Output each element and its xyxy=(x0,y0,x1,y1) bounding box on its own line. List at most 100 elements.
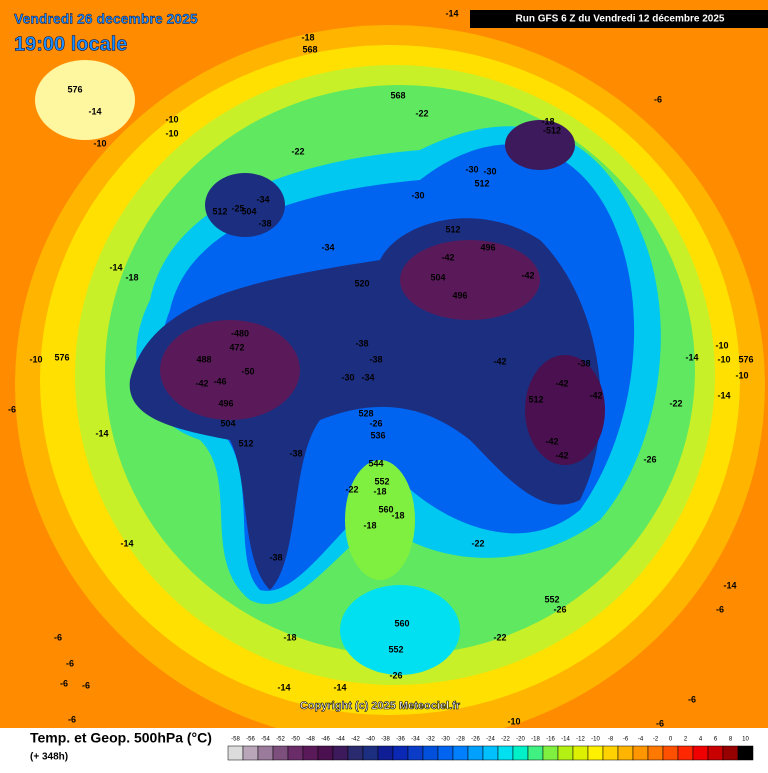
scale-swatch xyxy=(377,745,394,761)
scale-swatch xyxy=(437,745,454,761)
contour-label: -6 xyxy=(82,680,90,690)
scale-tick-label: -32 xyxy=(426,737,435,743)
contour-label: 552 xyxy=(388,644,403,654)
contour-label: 568 xyxy=(302,44,317,54)
scale-tick-label: -22 xyxy=(501,737,510,743)
legend-title: Temp. et Geop. 500hPa (°C) xyxy=(30,730,212,746)
contour-label: -10 xyxy=(717,354,730,364)
scale-tick-label: -26 xyxy=(471,737,480,743)
contour-label: -14 xyxy=(333,682,346,692)
scale-swatch xyxy=(452,745,469,761)
contour-label: -10 xyxy=(29,354,42,364)
scale-tick-label: -56 xyxy=(246,737,255,743)
scale-swatch xyxy=(497,745,514,761)
contour-label: -42 xyxy=(441,252,454,262)
zone xyxy=(340,585,460,675)
contour-label: 552 xyxy=(374,476,389,486)
contour-label: 552 xyxy=(544,594,559,604)
scale-swatch xyxy=(692,745,709,761)
scale-tick-label: -54 xyxy=(261,737,270,743)
scale-swatch xyxy=(662,745,679,761)
contour-label: 528 xyxy=(358,408,373,418)
contour-label: -42 xyxy=(521,270,534,280)
scale-tick-label: 10 xyxy=(742,737,749,743)
date: Vendredi 26 decembre 2025 xyxy=(14,11,198,27)
scale-tick-label: -10 xyxy=(591,737,600,743)
scale-swatch xyxy=(707,745,724,761)
copyright: Copyright (c) 2025 Meteociel.fr xyxy=(300,700,461,712)
scale-swatch xyxy=(407,745,424,761)
contour-label: -38 xyxy=(269,552,282,562)
scale-swatch xyxy=(542,745,559,761)
contour-label: -6 xyxy=(8,404,16,414)
contour-label: -38 xyxy=(369,354,382,364)
scale-swatch xyxy=(317,745,334,761)
scale-swatch xyxy=(737,745,754,761)
contour-label: -10 xyxy=(735,370,748,380)
contour-label: -26 xyxy=(643,454,656,464)
scale-tick-label: -20 xyxy=(516,737,525,743)
contour-label: -22 xyxy=(291,146,304,156)
contour-label: 496 xyxy=(452,290,467,300)
lead-time: (+ 348h) xyxy=(30,752,68,763)
contour-label: -30 xyxy=(341,372,354,382)
zone xyxy=(160,320,300,420)
contour-label: -34 xyxy=(321,242,334,252)
scale-swatch xyxy=(287,745,304,761)
contour-label: -22 xyxy=(493,632,506,642)
contour-label: -6 xyxy=(716,604,724,614)
contour-label: 512 xyxy=(238,438,253,448)
scale-swatch xyxy=(272,745,289,761)
contour-label: -26 xyxy=(389,670,402,680)
scale-tick-label: -24 xyxy=(486,737,495,743)
contour-label: 544 xyxy=(368,458,383,468)
contour-label: -10 xyxy=(93,138,106,148)
contour-label: 576 xyxy=(67,84,82,94)
scale-tick-label: -12 xyxy=(576,737,585,743)
contour-label: -6 xyxy=(654,94,662,104)
contour-label: -42 xyxy=(555,378,568,388)
scale-tick-label: -42 xyxy=(351,737,360,743)
contour-label: -38 xyxy=(355,338,368,348)
scale-swatch xyxy=(722,745,739,761)
contour-label: -14 xyxy=(109,262,122,272)
scale-tick-label: 4 xyxy=(699,737,703,743)
contour-label: -512 xyxy=(543,125,561,135)
scale-tick-label: -52 xyxy=(276,737,285,743)
contour-label: -18 xyxy=(363,520,376,530)
run-banner xyxy=(470,10,768,28)
scale-tick-label: -18 xyxy=(531,737,540,743)
contour-label: -34 xyxy=(256,194,269,204)
contour-label: -25 xyxy=(231,203,244,213)
contour-label: -18 xyxy=(391,510,404,520)
contour-label: -10 xyxy=(715,340,728,350)
contour-label: -38 xyxy=(577,358,590,368)
contour-label: -30 xyxy=(411,190,424,200)
scale-tick-label: 0 xyxy=(669,737,673,743)
scale-swatch xyxy=(557,745,574,761)
contour-label: 504 xyxy=(241,206,256,216)
contour-label: -22 xyxy=(669,398,682,408)
scale-tick-label: -40 xyxy=(366,737,375,743)
contour-label: 536 xyxy=(370,430,385,440)
contour-label: 568 xyxy=(390,90,405,100)
contour-label: -46 xyxy=(213,376,226,386)
contour-label: -18 xyxy=(125,272,138,282)
contour-label: -18 xyxy=(301,32,314,42)
contour-label: -10 xyxy=(165,128,178,138)
contour-label: -30 xyxy=(465,164,478,174)
contour-label: -14 xyxy=(685,352,698,362)
contour-label: 560 xyxy=(394,618,409,628)
contour-label: -22 xyxy=(415,108,428,118)
contour-label: 504 xyxy=(220,418,235,428)
scale-tick-label: -58 xyxy=(231,737,240,743)
scale-swatch xyxy=(467,745,484,761)
contour-label: -22 xyxy=(345,484,358,494)
run-info: Run GFS 6 Z du Vendredi 12 décembre 2025 xyxy=(516,14,725,25)
scale-tick-label: -50 xyxy=(291,737,300,743)
scale-tick-label: 6 xyxy=(714,737,718,743)
scale-swatch xyxy=(347,745,364,761)
scale-tick-label: -2 xyxy=(653,737,659,743)
contour-label: -38 xyxy=(289,448,302,458)
